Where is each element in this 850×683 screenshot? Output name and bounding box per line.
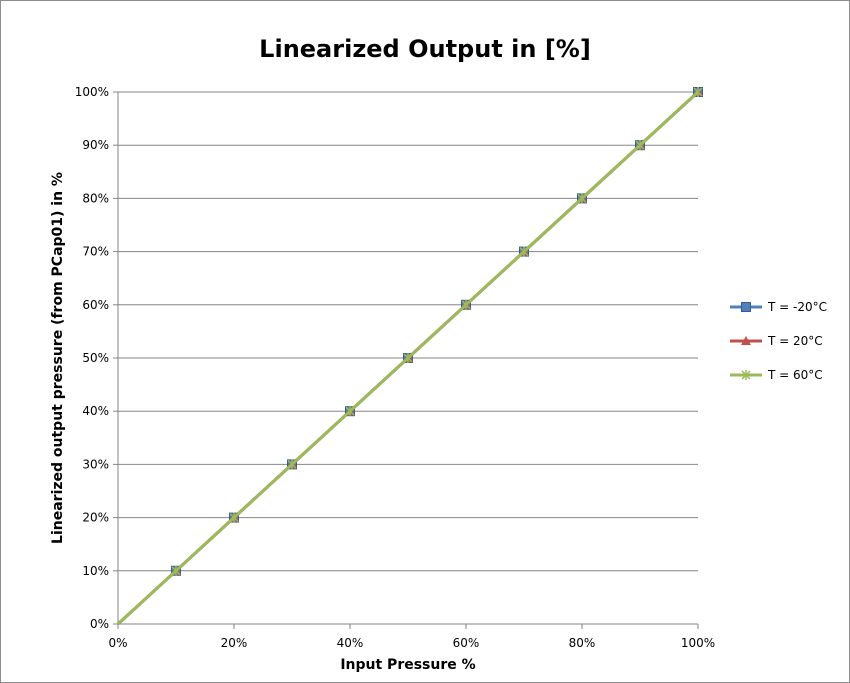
y-tick-label: 100% — [75, 85, 109, 99]
y-axis-title: Linearized output pressure (from PCap01)… — [50, 172, 66, 544]
series-3 — [116, 87, 703, 626]
data-point-star — [461, 299, 471, 310]
legend-item: T = 20°C — [730, 334, 823, 348]
chart-title: Linearized Output in [%] — [259, 35, 591, 63]
x-tick-label: 40% — [337, 636, 364, 650]
y-tick-label: 0% — [90, 617, 109, 631]
data-point-star — [635, 140, 645, 151]
data-point-star — [519, 246, 529, 257]
y-tick-label: 40% — [82, 404, 109, 418]
data-point-triangle — [741, 336, 751, 345]
legend-item: T = 60°C — [730, 368, 823, 382]
y-tick-label: 60% — [82, 298, 109, 312]
axes — [113, 91, 699, 629]
legend-label: T = 20°C — [767, 334, 823, 348]
data-point-star — [693, 87, 703, 97]
x-tick-label: 0% — [108, 636, 127, 650]
legend-label: T = 60°C — [767, 368, 823, 382]
data-point-star — [577, 193, 587, 204]
data-point-square — [741, 302, 751, 312]
data-point-star — [403, 353, 413, 363]
y-tick-label: 10% — [82, 564, 109, 578]
y-tick-labels: 0% 10% 20% 30% 40% 50% 60% 70% 80% 90% 100% — [75, 85, 109, 631]
data-point-star — [741, 370, 751, 380]
gridlines — [118, 91, 698, 572]
series-group — [116, 87, 703, 626]
y-tick-label: 20% — [82, 511, 109, 525]
x-tick-label: 100% — [681, 636, 715, 650]
legend-label: T = -20°C — [767, 300, 827, 314]
data-point-star — [345, 406, 355, 417]
data-point-star — [171, 565, 181, 576]
x-tick-label: 20% — [221, 636, 248, 650]
data-point-star — [287, 459, 297, 470]
legend-item: T = -20°C — [730, 300, 827, 314]
data-point-star — [229, 512, 239, 523]
legend: T = -20°C T = 20°C T = 60°C — [730, 300, 827, 382]
y-tick-label: 80% — [82, 191, 109, 205]
y-tick-label: 30% — [82, 457, 109, 471]
x-tick-label: 60% — [453, 636, 480, 650]
x-tick-labels: 0% 20% 40% 60% 80% 100% — [108, 636, 715, 650]
y-tick-label: 70% — [82, 245, 109, 259]
y-tick-label: 90% — [82, 138, 109, 152]
x-axis-title: Input Pressure % — [340, 657, 475, 673]
x-tick-label: 80% — [569, 636, 596, 650]
y-tick-label: 50% — [82, 351, 109, 365]
